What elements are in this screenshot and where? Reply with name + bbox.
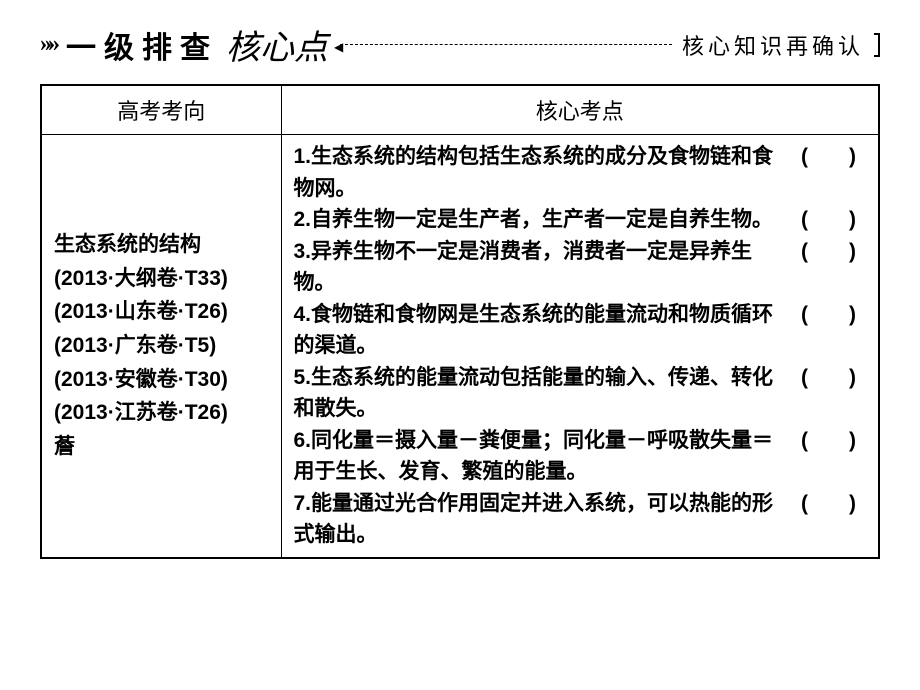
ref-line: (2013·大纲卷·T33) — [54, 262, 269, 296]
point-text: 3.异养生物不一定是消费者，消费者一定是异养生物。 — [294, 236, 782, 299]
paren-blank: ( ) — [781, 425, 866, 488]
point-text: 5.生态系统的能量流动包括能量的输入、传递、转化和散失。 — [294, 362, 782, 425]
point-text: 2.自养生物一定是生产者，生产者一定是自养生物。 — [294, 204, 782, 236]
ref-line: (2013·安徽卷·T30) — [54, 363, 269, 397]
title-script: 核心点 — [226, 20, 328, 69]
ref-extra: 薝 — [54, 430, 269, 464]
topic-title: 生态系统的结构 — [54, 228, 269, 262]
arrow-line: ◀ — [340, 44, 672, 45]
content-table: 高考考向 核心考点 生态系统的结构 (2013·大纲卷·T33) (2013·山… — [40, 84, 880, 559]
point-row: 1.生态系统的结构包括生态系统的成分及食物链和食物网。 ( ) — [294, 141, 867, 204]
point-row: 6.同化量＝摄入量－粪便量；同化量－呼吸散失量＝用于生长、发育、繁殖的能量。 (… — [294, 425, 867, 488]
point-row: 3.异养生物不一定是消费者，消费者一定是异养生物。 ( ) — [294, 236, 867, 299]
arrow-head-icon: ◀ — [334, 40, 343, 55]
paren-blank: ( ) — [781, 488, 866, 551]
point-text: 7.能量通过光合作用固定并进入系统，可以热能的形式输出。 — [294, 488, 782, 551]
point-row: 7.能量通过光合作用固定并进入系统，可以热能的形式输出。 ( ) — [294, 488, 867, 551]
subtitle: 核心知识再确认 — [672, 29, 874, 61]
table-header-row: 高考考向 核心考点 — [41, 85, 879, 135]
header-bar: »» 一级排查 核心点 ◀ 核心知识再确认 — [40, 20, 880, 69]
col1-header: 高考考向 — [41, 85, 281, 135]
paren-blank: ( ) — [781, 141, 866, 204]
ref-line: (2013·广东卷·T5) — [54, 329, 269, 363]
arrow-box: ◀ 核心知识再确认 — [340, 29, 880, 61]
paren-blank: ( ) — [781, 204, 866, 236]
paren-blank: ( ) — [781, 236, 866, 299]
title-main: 一级排查 — [66, 23, 218, 67]
point-row: 2.自养生物一定是生产者，生产者一定是自养生物。 ( ) — [294, 204, 867, 236]
point-row: 4.食物链和食物网是生态系统的能量流动和物质循环的渠道。 ( ) — [294, 299, 867, 362]
table-row: 生态系统的结构 (2013·大纲卷·T33) (2013·山东卷·T26) (2… — [41, 135, 879, 558]
chevron-icon: »» — [40, 31, 56, 58]
point-row: 5.生态系统的能量流动包括能量的输入、传递、转化和散失。 ( ) — [294, 362, 867, 425]
ref-line: (2013·江苏卷·T26) — [54, 396, 269, 430]
point-text: 6.同化量＝摄入量－粪便量；同化量－呼吸散失量＝用于生长、发育、繁殖的能量。 — [294, 425, 782, 488]
point-text: 4.食物链和食物网是生态系统的能量流动和物质循环的渠道。 — [294, 299, 782, 362]
paren-blank: ( ) — [781, 299, 866, 362]
right-cell: 1.生态系统的结构包括生态系统的成分及食物链和食物网。 ( ) 2.自养生物一定… — [281, 135, 879, 558]
left-cell: 生态系统的结构 (2013·大纲卷·T33) (2013·山东卷·T26) (2… — [41, 135, 281, 558]
point-text: 1.生态系统的结构包括生态系统的成分及食物链和食物网。 — [294, 141, 782, 204]
right-cap-icon — [874, 33, 880, 57]
ref-line: (2013·山东卷·T26) — [54, 295, 269, 329]
paren-blank: ( ) — [781, 362, 866, 425]
col2-header: 核心考点 — [281, 85, 879, 135]
